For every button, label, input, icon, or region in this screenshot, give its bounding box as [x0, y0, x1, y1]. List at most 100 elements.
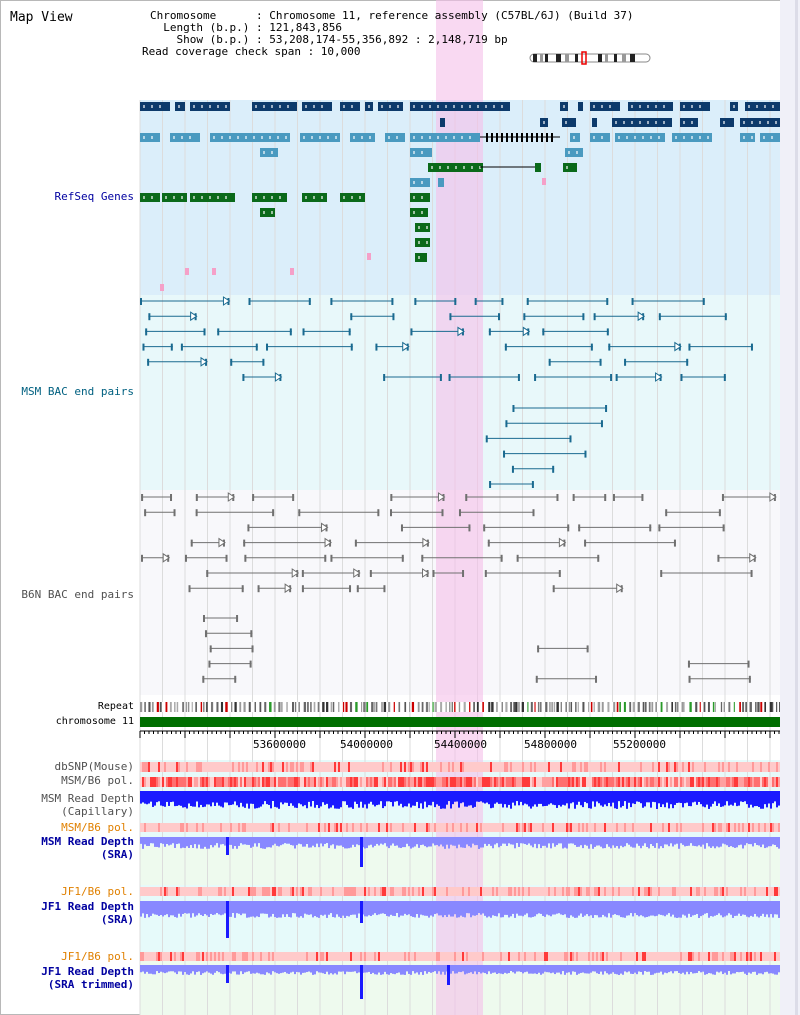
jf1-trim-depth — [252, 965, 254, 974]
track-label-jf1-depth-sra-2[interactable]: (SRA) — [100, 913, 134, 926]
repeat-element — [739, 702, 741, 712]
msm-sra-depth — [716, 837, 718, 847]
msm-sra-depth — [464, 837, 466, 848]
msm-b6-pol-heat — [398, 777, 401, 787]
track-label-jf1-depth-trim-2[interactable]: (SRA trimmed) — [47, 978, 134, 991]
msm-sra-depth — [364, 837, 366, 849]
b6n-bac-pair-end — [250, 630, 253, 638]
msm-capillary-depth — [776, 791, 778, 808]
gene-exon-mark — [743, 121, 745, 124]
jf1-b6-pol-trim-heat — [552, 952, 555, 961]
track-label-jf1-b6-pol-1[interactable]: JF1/B6 pol. — [61, 885, 134, 898]
jf1-trim-depth — [558, 965, 560, 973]
track-label-msm-depth-sra-2[interactable]: (SRA) — [100, 848, 134, 861]
msm-capillary-depth — [732, 791, 734, 806]
track-label-msm-depth-sra-1[interactable]: MSM Read Depth — [41, 835, 134, 848]
b6n-bac-pair-end — [204, 630, 207, 638]
msm-b6-pol-sra-heat — [436, 823, 439, 832]
dbsnp-heat — [472, 762, 475, 772]
msm-sra-depth — [624, 837, 626, 847]
msm-sra-depth — [260, 837, 262, 849]
track-label-msm-depth-cap-2[interactable]: (Capillary) — [61, 805, 134, 818]
dbsnp-heat — [420, 762, 423, 772]
msm-sra-depth — [696, 837, 698, 847]
msm-b6-pol-sra-heat — [664, 823, 667, 832]
jf1-b6-pol-heat — [296, 887, 299, 896]
jf1-b6-pol-heat — [266, 887, 269, 896]
msm-b6-pol-sra-heat — [442, 823, 445, 832]
repeat-element — [355, 702, 358, 712]
msm-b6-pol-heat — [450, 777, 453, 787]
track-label-refseq[interactable]: RefSeq Genes — [54, 190, 134, 203]
jf1-trim-depth — [278, 965, 280, 974]
jf1-b6-pol-trim-heat — [158, 952, 161, 961]
track-label-msm-bac[interactable]: MSM BAC end pairs — [21, 385, 134, 398]
dbsnp-heat — [732, 762, 735, 772]
jf1-sra-depth — [498, 901, 500, 914]
msm-sra-depth — [628, 837, 630, 845]
msm-capillary-depth — [548, 791, 550, 805]
jf1-trim-depth — [712, 965, 714, 975]
track-label-msm-depth-cap-1[interactable]: MSM Read Depth — [41, 792, 134, 805]
jf1-b6-pol-trim-heat — [444, 952, 447, 961]
jf1-trim-depth — [744, 965, 746, 974]
msm-sra-depth — [336, 837, 338, 846]
msm-capillary-depth — [596, 791, 598, 802]
msm-b6-pol-heat — [316, 777, 319, 787]
track-label-msm-b6-pol-2[interactable]: MSM/B6 pol. — [61, 821, 134, 834]
jf1-sra-depth — [374, 901, 376, 914]
jf1-sra-depth — [494, 901, 496, 916]
track-label-jf1-depth-trim-1[interactable]: JF1 Read Depth — [41, 965, 134, 978]
msm-b6-pol-heat — [484, 777, 487, 787]
msm-b6-pol-heat — [358, 777, 361, 787]
track-label-msm-b6-pol-1[interactable]: MSM/B6 pol. — [61, 774, 134, 787]
msm-b6-pol-sra-heat — [324, 823, 327, 832]
msm-b6-pol-heat — [674, 777, 677, 787]
track-label-chromosome[interactable]: chromosome 11 — [55, 716, 134, 727]
jf1-b6-pol-heat — [228, 887, 231, 896]
msm-b6-pol-heat — [422, 777, 425, 787]
jf1-b6-pol-heat — [614, 887, 617, 896]
msm-capillary-depth — [396, 791, 398, 802]
msm-capillary-depth — [436, 791, 438, 805]
jf1-b6-pol-heat — [502, 887, 505, 896]
jf1-sra-depth — [578, 901, 580, 916]
msm-capillary-depth — [692, 791, 694, 803]
msm-sra-depth — [154, 837, 156, 847]
dbsnp-heat — [528, 762, 531, 772]
dbsnp-heat — [328, 762, 331, 772]
gene-feature — [140, 133, 160, 142]
msm-b6-pol-sra-heat — [426, 823, 429, 832]
jf1-b6-pol-trim-heat — [748, 952, 751, 961]
track-label-dbsnp[interactable]: dbSNP(Mouse) — [54, 760, 134, 773]
repeat-element — [560, 702, 562, 712]
jf1-sra-depth — [332, 901, 334, 918]
dbsnp-heat — [314, 762, 317, 772]
msm-b6-pol-heat — [300, 777, 303, 787]
msm-b6-pol-heat — [678, 777, 681, 787]
track-label-jf1-depth-sra-1[interactable]: JF1 Read Depth — [41, 900, 134, 913]
jf1-sra-depth — [678, 901, 680, 918]
dbsnp-heat — [398, 762, 401, 772]
msm-capillary-depth — [434, 791, 436, 808]
msm-capillary-depth — [746, 791, 748, 805]
msm-b6-pol-sra-heat — [256, 823, 259, 832]
track-label-jf1-b6-pol-2[interactable]: JF1/B6 pol. — [61, 950, 134, 963]
track-label-b6n-bac[interactable]: B6N BAC end pairs — [21, 588, 134, 601]
msm-capillary-depth — [728, 791, 730, 806]
jf1-sra-depth — [414, 901, 416, 918]
jf1-b6-pol-heat — [408, 887, 411, 896]
track-label-repeat[interactable]: Repeat — [97, 701, 134, 712]
jf1-sra-depth — [706, 901, 708, 914]
dbsnp-heat — [666, 762, 669, 772]
jf1-b6-pol-trim-heat — [652, 952, 655, 961]
msm-sra-depth — [432, 837, 434, 844]
jf1-b6-pol-heat — [238, 887, 241, 896]
repeat-element — [648, 702, 651, 712]
gene-feature — [170, 133, 200, 142]
jf1-trim-depth — [646, 965, 648, 972]
dbsnp-heat — [306, 762, 309, 772]
jf1-b6-pol-trim-heat — [334, 952, 337, 961]
jf1-b6-pol-trim-heat — [616, 952, 619, 961]
